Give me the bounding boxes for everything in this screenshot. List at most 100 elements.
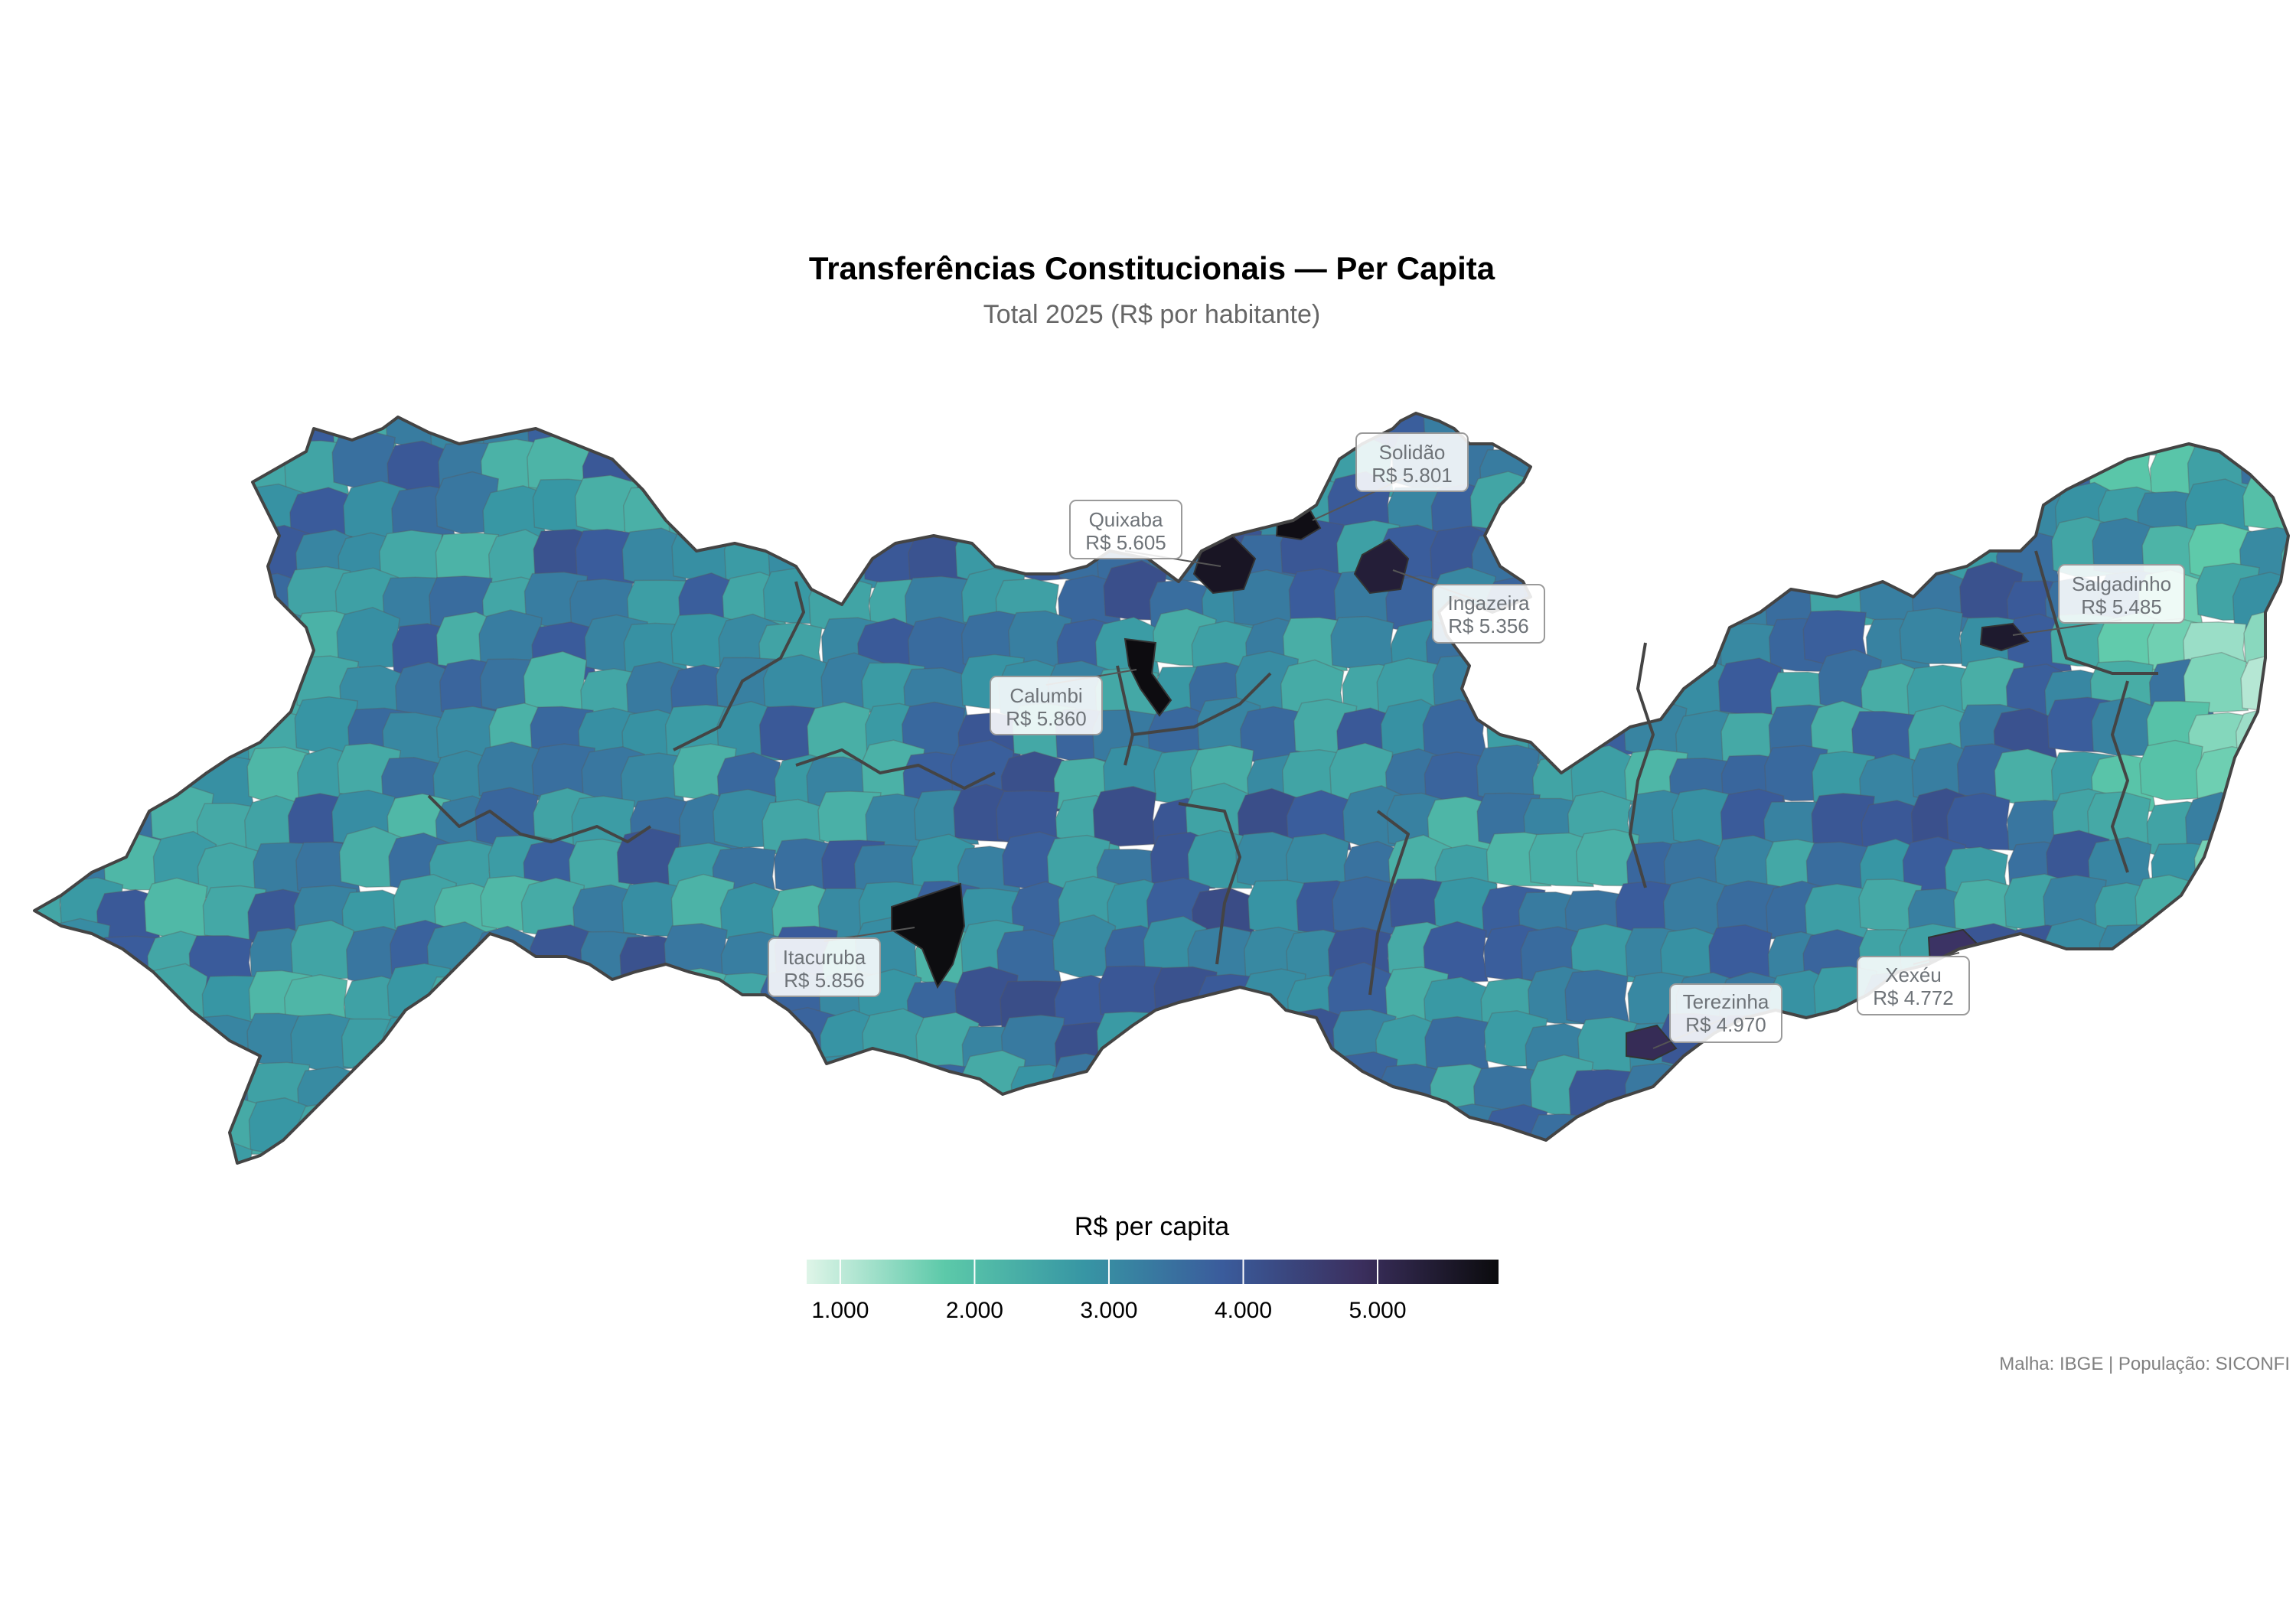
municipality-polygon [204, 413, 269, 458]
municipality-polygon [1857, 1011, 1923, 1068]
municipality-polygon [34, 1014, 69, 1071]
municipality-polygon [426, 1056, 492, 1110]
municipality-polygon [1992, 429, 2059, 490]
municipality-polygon [1530, 1113, 1596, 1163]
municipality-polygon [2239, 433, 2288, 489]
municipality-polygon [1802, 1146, 1869, 1163]
municipality-polygon [474, 925, 540, 987]
municipality-polygon [1766, 1149, 1832, 1163]
municipality-polygon [1574, 432, 1640, 491]
callout-xexeu: Xexéu R$ 4.772 [1857, 952, 1970, 1015]
municipality-polygon [435, 1152, 501, 1163]
mesoregion-boundaries [427, 550, 2158, 996]
municipality-polygon [1711, 519, 1776, 578]
municipality-polygon [2148, 1097, 2215, 1155]
municipality-polygon [475, 1099, 542, 1159]
municipality-polygon [1383, 1106, 1450, 1163]
municipality-polygon [2054, 963, 2121, 1025]
callout-ingazeira: Ingazeira R$ 5.356 [1392, 569, 1545, 644]
legend-tick-label: 3.000 [1080, 1298, 1137, 1323]
municipality-polygon [56, 442, 122, 497]
municipality-polygon [2043, 1024, 2110, 1082]
municipality-polygon [297, 1102, 364, 1161]
municipality-polygon [2281, 1064, 2288, 1119]
municipality-polygon [716, 1062, 782, 1123]
municipality-polygon [761, 1061, 827, 1120]
municipality-polygon [1951, 1143, 2017, 1163]
municipality-polygon [2187, 925, 2254, 981]
municipality-polygon [50, 528, 116, 590]
municipality-polygon [157, 623, 223, 681]
municipality-polygon [717, 486, 784, 543]
municipality-polygon [1567, 1149, 1633, 1163]
municipality-polygon [2240, 653, 2288, 713]
municipality-polygon [725, 1149, 791, 1163]
municipality-polygon [2278, 742, 2288, 800]
municipality-polygon [1762, 1051, 1828, 1110]
municipality-polygon [1907, 1060, 1974, 1116]
municipality-polygon [102, 973, 168, 1030]
municipality-polygon [814, 528, 879, 591]
municipality-polygon [51, 745, 117, 807]
municipality-polygon [1949, 1010, 2014, 1072]
callout-salgadinho: Salgadinho R$ 5.485 [2012, 564, 2185, 636]
state-outline [33, 412, 2290, 1165]
callout-value: R$ 5.356 [1448, 614, 1529, 637]
municipality-polygon [2149, 926, 2216, 987]
municipality-polygon [762, 1144, 829, 1163]
callout-name: Solidão [1379, 441, 1446, 464]
municipality-polygon [909, 440, 976, 503]
municipality-polygon [1193, 473, 1260, 535]
municipality-polygon [1055, 1110, 1121, 1163]
municipality-polygon [1099, 435, 1166, 491]
municipality-polygon [712, 1019, 778, 1078]
municipality-polygon [1194, 413, 1261, 456]
municipality-polygon [345, 1061, 412, 1120]
municipality-polygon [2099, 1056, 2166, 1118]
municipality-polygon [666, 444, 732, 502]
municipality-polygon [147, 710, 214, 771]
municipality-polygon [1528, 439, 1595, 500]
municipality-polygon [2229, 413, 2288, 456]
municipality-polygon [2099, 1143, 2165, 1163]
municipality-polygon [618, 1112, 684, 1163]
municipality-polygon [1900, 442, 1967, 500]
municipality-polygon [2043, 413, 2109, 455]
municipality-polygon [147, 1102, 214, 1157]
callout-terezinha: Terezinha R$ 4.970 [1652, 983, 1782, 1049]
municipality-polygon [2046, 1107, 2112, 1162]
municipality-polygon [380, 1109, 445, 1163]
municipality-polygon [98, 489, 165, 543]
municipality-polygon [1236, 1138, 1303, 1163]
municipality-polygon [142, 576, 209, 639]
municipality-polygon [1851, 1110, 1917, 1163]
municipality-polygon [1616, 484, 1683, 543]
municipality-polygon [2102, 964, 2168, 1022]
municipality-polygon [1332, 875, 1397, 937]
municipality-polygon [1720, 429, 1787, 488]
municipality-polygon [2289, 967, 2296, 1025]
municipality-polygon [860, 446, 927, 500]
municipality-polygon [200, 659, 266, 718]
municipality-polygon [1993, 973, 2060, 1031]
municipality-polygon [1755, 435, 1821, 494]
municipality-polygon [341, 1018, 407, 1072]
municipality-polygon [34, 967, 69, 1026]
municipality-polygon [2232, 828, 2288, 890]
municipality-polygon [34, 745, 77, 805]
municipality-polygon [2193, 839, 2260, 896]
municipality-polygon [2189, 1006, 2255, 1066]
municipality-polygon [2234, 1017, 2288, 1073]
municipality-polygon [667, 967, 733, 1028]
municipality-polygon [1720, 1097, 1786, 1154]
municipality-polygon [103, 746, 169, 805]
municipality-polygon [34, 1103, 75, 1163]
municipality-polygon [1233, 1019, 1299, 1077]
municipality-polygon [1851, 1143, 1917, 1163]
legend-tick-label: 2.000 [946, 1298, 1003, 1323]
municipality-polygon [1290, 1061, 1356, 1118]
municipality-polygon [1911, 477, 1978, 535]
municipality-polygon [2183, 651, 2249, 713]
municipality-polygon [149, 477, 216, 533]
municipality-polygon [2194, 966, 2261, 1021]
